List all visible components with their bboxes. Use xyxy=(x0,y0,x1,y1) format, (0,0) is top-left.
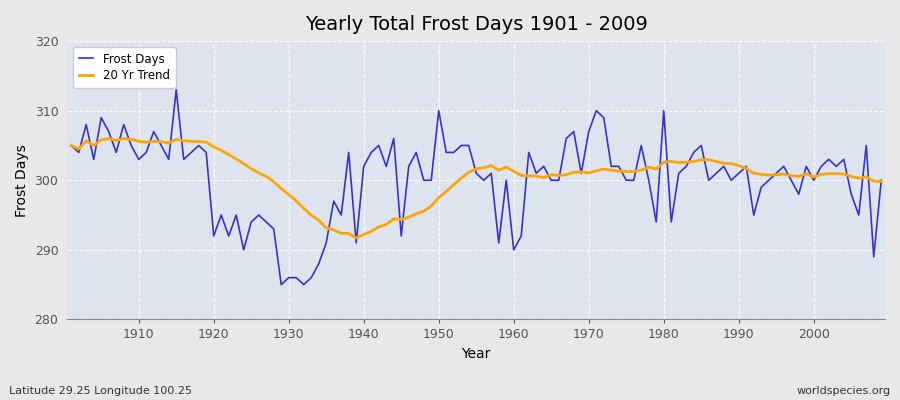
Line: Frost Days: Frost Days xyxy=(71,90,881,285)
Legend: Frost Days, 20 Yr Trend: Frost Days, 20 Yr Trend xyxy=(74,47,176,88)
Title: Yearly Total Frost Days 1901 - 2009: Yearly Total Frost Days 1901 - 2009 xyxy=(305,15,648,34)
Frost Days xyxy=(275,282,286,287)
20 Yr Trend xyxy=(613,169,624,174)
20 Yr Trend xyxy=(516,173,526,178)
Frost Days xyxy=(516,234,526,238)
Frost Days xyxy=(66,143,77,148)
20 Yr Trend xyxy=(351,236,362,240)
Frost Days xyxy=(523,150,534,155)
20 Yr Trend xyxy=(343,231,354,236)
Text: Latitude 29.25 Longitude 100.25: Latitude 29.25 Longitude 100.25 xyxy=(9,386,192,396)
20 Yr Trend xyxy=(876,179,886,184)
20 Yr Trend xyxy=(66,143,77,148)
20 Yr Trend xyxy=(104,136,114,141)
Line: 20 Yr Trend: 20 Yr Trend xyxy=(71,138,881,238)
Frost Days xyxy=(876,178,886,183)
Text: worldspecies.org: worldspecies.org xyxy=(796,386,891,396)
X-axis label: Year: Year xyxy=(462,347,490,361)
Frost Days xyxy=(171,88,182,92)
Frost Days xyxy=(306,275,317,280)
20 Yr Trend xyxy=(298,206,309,211)
20 Yr Trend xyxy=(133,139,144,144)
20 Yr Trend xyxy=(523,173,534,178)
Y-axis label: Frost Days: Frost Days xyxy=(15,144,29,217)
Frost Days xyxy=(126,143,137,148)
Frost Days xyxy=(351,240,362,245)
Frost Days xyxy=(613,164,624,169)
